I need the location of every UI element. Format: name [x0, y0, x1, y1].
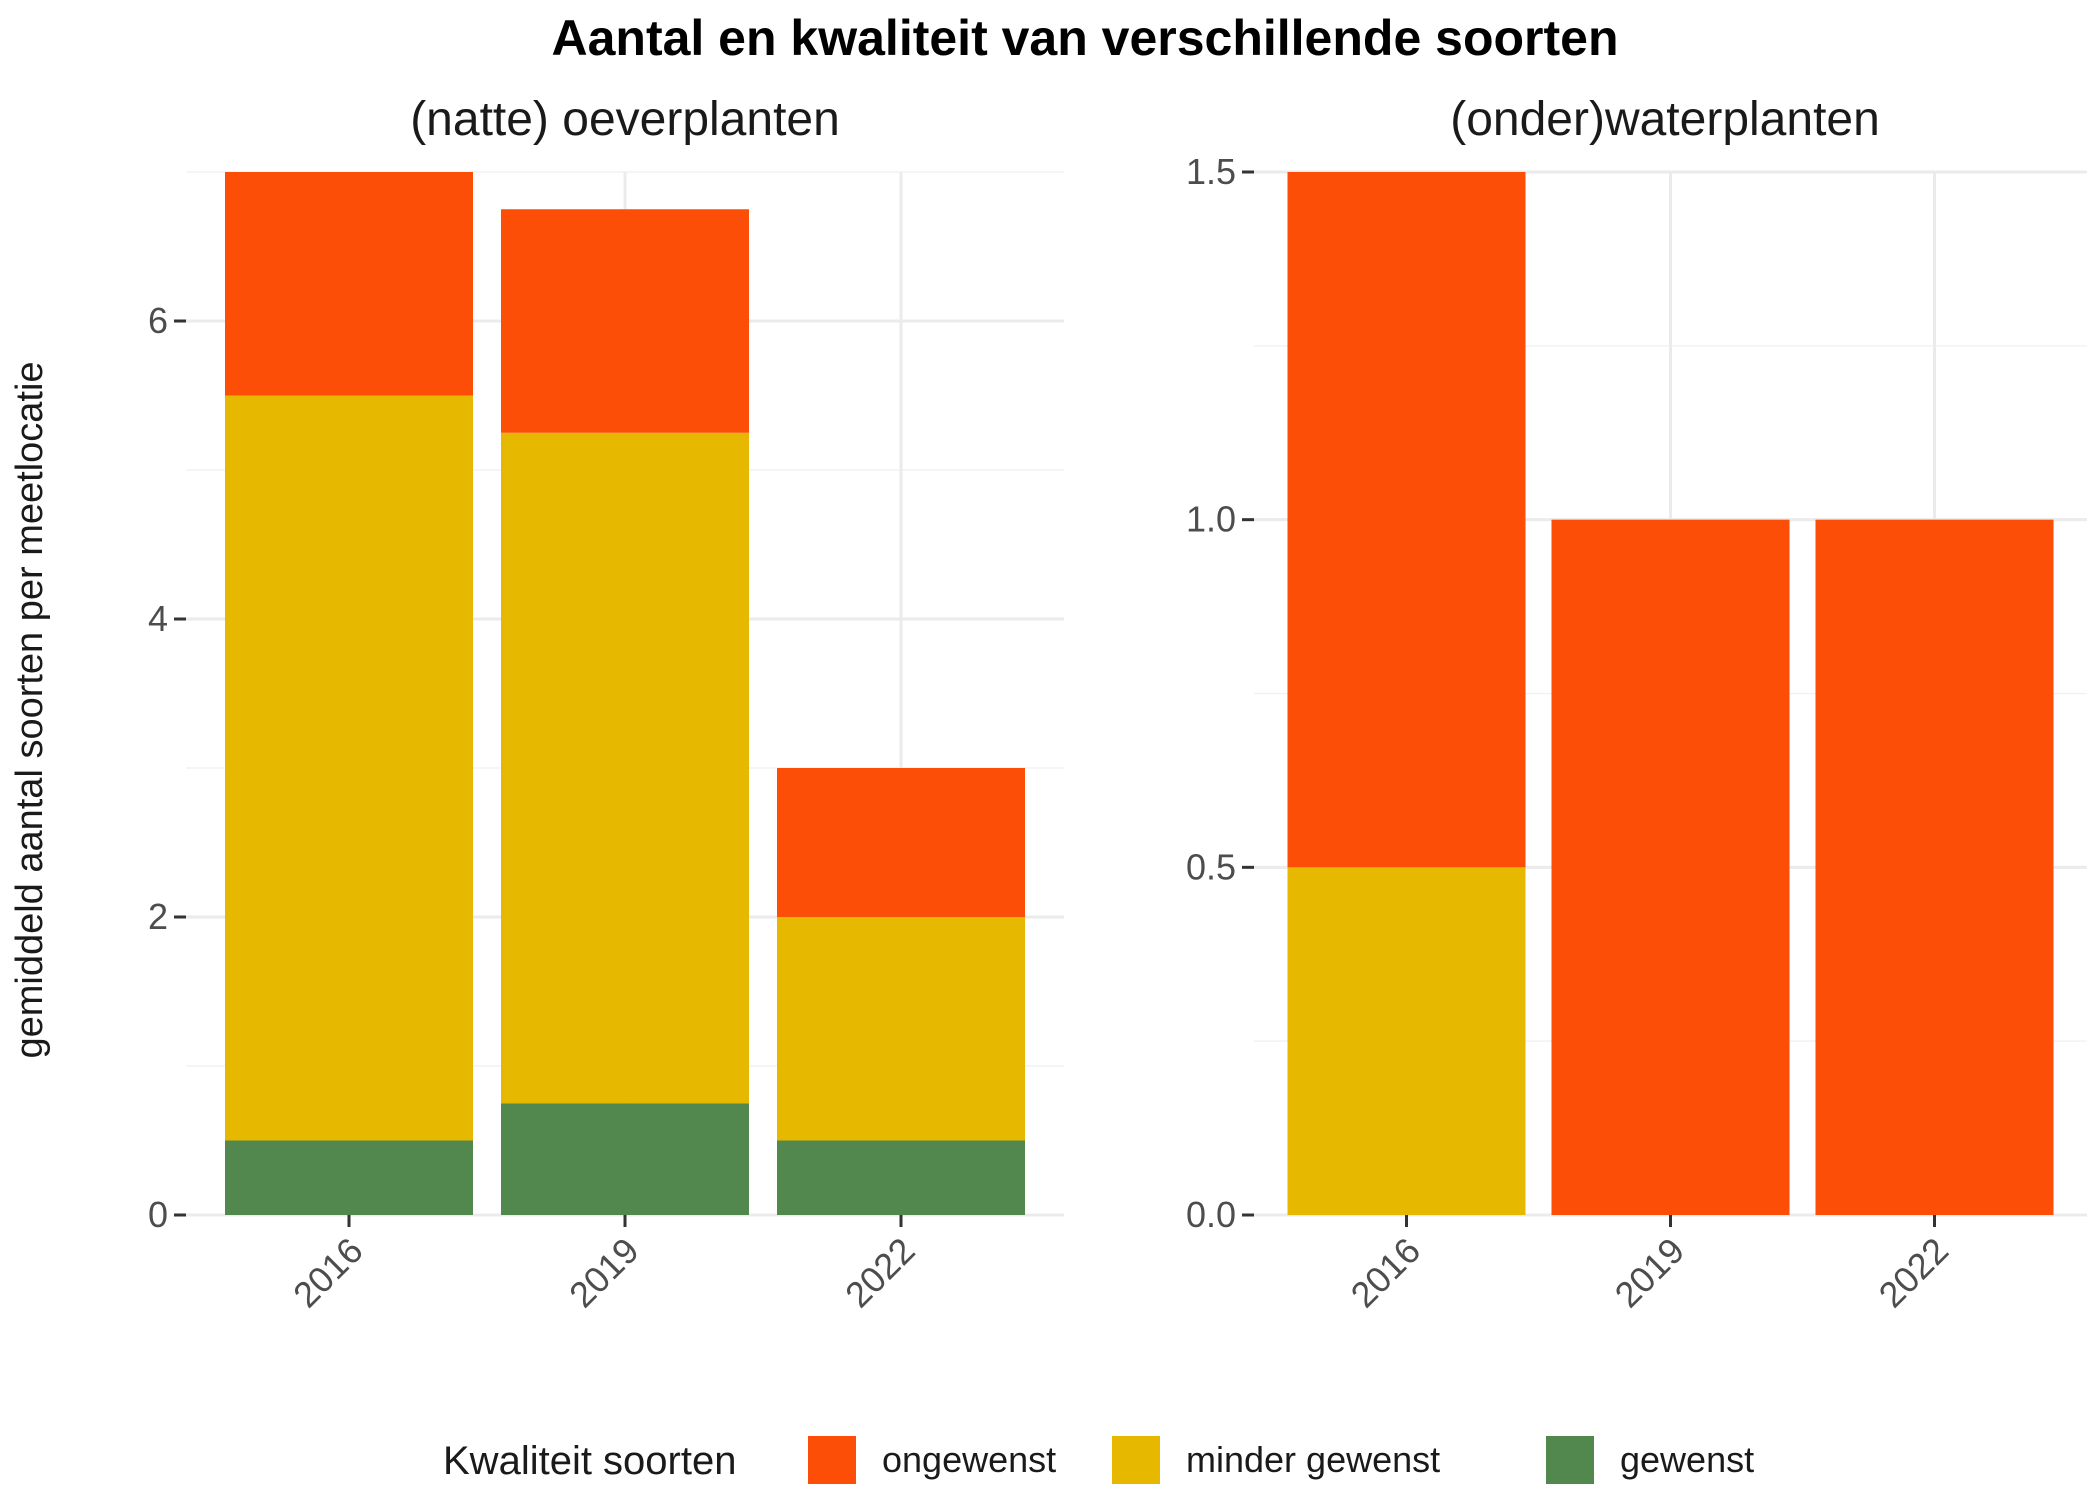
bar-minder-gewenst-2016 — [225, 395, 473, 1141]
legend-title: Kwaliteit soorten — [443, 1439, 736, 1483]
legend-swatch — [1112, 1436, 1160, 1484]
bar-ongewenst-2019 — [501, 209, 749, 433]
bar-minder-gewenst-2019 — [501, 432, 749, 1104]
legend-label: minder gewenst — [1186, 1439, 1440, 1480]
bars — [225, 172, 1025, 1215]
x-axis: 2016 2019 2022 — [285, 1215, 923, 1315]
y-tick-label: 1.5 — [1186, 151, 1236, 192]
x-tick-label: 2016 — [285, 1230, 371, 1316]
panel-title: (natte) oeverplanten — [410, 93, 840, 146]
legend-entry-minder-gewenst: minder gewenst — [1112, 1436, 1440, 1484]
bar-gewenst-2016 — [225, 1140, 473, 1215]
y-axis: 0.0 0.5 1.0 1.5 — [1186, 151, 1254, 1235]
x-tick-label: 2019 — [1607, 1230, 1693, 1316]
y-axis-label: gemiddeld aantal soorten per meetlocatie — [9, 361, 51, 1058]
bar-minder-gewenst-2016 — [1287, 867, 1526, 1215]
legend-swatch — [1546, 1436, 1594, 1484]
panel-1: (natte) oeverplanten 0 2 4 6 2016 2019 2022 — [148, 93, 1064, 1315]
bar-ongewenst-2022 — [1815, 519, 2054, 1215]
legend: Kwaliteit soorten ongewenst minder gewens… — [443, 1436, 1754, 1484]
y-tick-label: 0 — [148, 1194, 168, 1235]
legend-entry-gewenst: gewenst — [1546, 1436, 1754, 1484]
bars — [1287, 172, 2054, 1215]
chart-title: Aantal en kwaliteit van verschillende so… — [551, 10, 1618, 66]
y-tick-label: 0.5 — [1186, 846, 1236, 887]
panel-title: (onder)waterplanten — [1450, 93, 1880, 146]
legend-swatch — [808, 1436, 856, 1484]
x-tick-label: 2019 — [561, 1230, 647, 1316]
legend-label: gewenst — [1620, 1439, 1754, 1480]
x-axis: 2016 2019 2022 — [1343, 1215, 1957, 1316]
x-tick-label: 2016 — [1343, 1230, 1429, 1316]
y-axis: 0 2 4 6 — [148, 300, 186, 1235]
bar-ongewenst-2016 — [1287, 172, 1526, 868]
bar-ongewenst-2019 — [1551, 519, 1790, 1215]
y-tick-label: 0.0 — [1186, 1194, 1236, 1235]
bar-ongewenst-2022 — [777, 768, 1025, 917]
legend-entry-ongewenst: ongewenst — [808, 1436, 1056, 1484]
bar-gewenst-2019 — [501, 1103, 749, 1215]
y-tick-label: 1.0 — [1186, 499, 1236, 540]
legend-entries: ongewenst minder gewenst gewenst — [808, 1436, 1754, 1484]
legend-label: ongewenst — [882, 1439, 1056, 1480]
bar-minder-gewenst-2022 — [777, 917, 1025, 1141]
y-tick-label: 4 — [148, 598, 168, 639]
panels: (natte) oeverplanten 0 2 4 6 2016 2019 2022 (ond… — [148, 93, 2087, 1315]
y-tick-label: 6 — [148, 300, 168, 341]
y-tick-label: 2 — [148, 896, 168, 937]
bar-gewenst-2022 — [777, 1140, 1025, 1215]
bar-ongewenst-2016 — [225, 172, 473, 396]
x-tick-label: 2022 — [1871, 1230, 1957, 1316]
x-tick-label: 2022 — [837, 1230, 923, 1316]
